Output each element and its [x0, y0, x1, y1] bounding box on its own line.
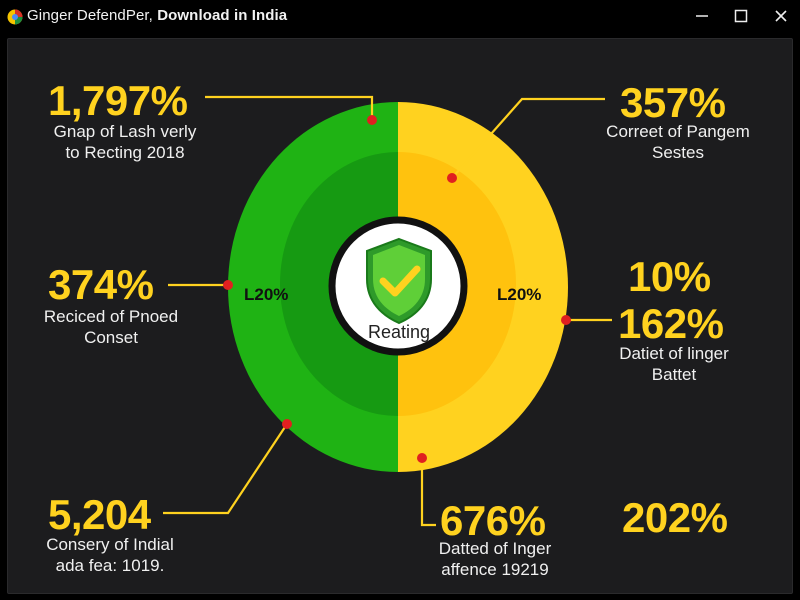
leader-line-5	[163, 423, 288, 515]
maximize-button[interactable]	[727, 4, 755, 28]
stat-value: 1,797%	[48, 77, 188, 124]
leader-line-1	[205, 95, 374, 120]
stat-value: 374%	[48, 261, 154, 308]
title-bar: Ginger DefendPer, Download in India	[0, 0, 800, 34]
window-title: Ginger DefendPer, Download in India	[27, 7, 288, 24]
leader-line-6	[420, 458, 436, 527]
close-button[interactable]	[767, 4, 795, 28]
minimize-icon	[696, 15, 708, 17]
stat-value: 676%	[440, 497, 546, 544]
leader-line-2	[451, 97, 605, 179]
stat-description: Reciced of Pnoed Conset	[43, 307, 179, 347]
stat-description: Consery of Indial ada fea: 1019.	[46, 535, 174, 575]
marker-dot	[447, 173, 457, 183]
close-icon	[775, 10, 787, 22]
stat-value: 162%	[618, 300, 724, 347]
marker-dot	[367, 115, 377, 125]
stat-value: 357%	[620, 79, 726, 126]
maximize-icon	[734, 9, 748, 23]
stat-description: Gnap of Lash verly to Recting 2018	[53, 122, 197, 162]
stat-description: Correet of Pangem Sestes	[606, 122, 750, 162]
stat-value: 5,204	[48, 491, 151, 538]
stat-value: 10%	[628, 253, 711, 300]
center-label: Reating	[367, 322, 431, 342]
app-logo-icon	[7, 9, 23, 25]
marker-dot	[417, 453, 427, 463]
stat-value: 202%	[622, 494, 728, 541]
shield-check-icon	[366, 237, 432, 325]
marker-dot	[223, 280, 233, 290]
stat-description: Datiet of linger Battet	[619, 344, 729, 384]
ring-left-label: L20%	[244, 285, 289, 304]
marker-dot	[282, 419, 292, 429]
stat-description: Datted of Inger affence 19219	[438, 539, 552, 579]
marker-dot	[561, 315, 571, 325]
minimize-button[interactable]	[688, 4, 716, 28]
ring-right-label: L20%	[497, 285, 542, 304]
